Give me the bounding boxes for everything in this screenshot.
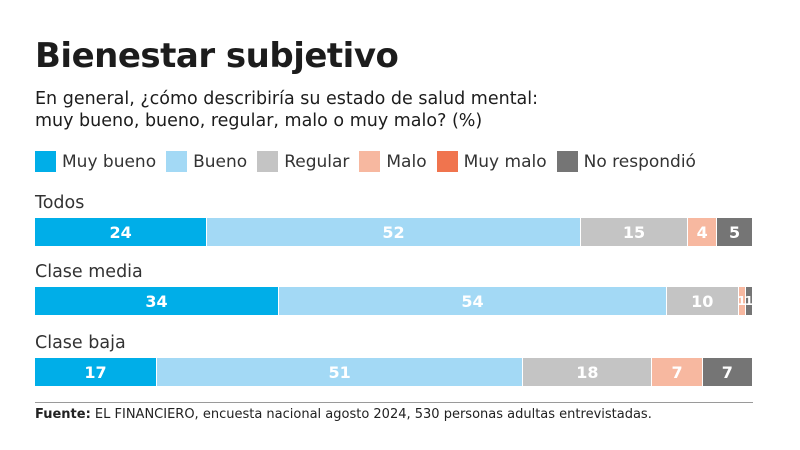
data-label: 1	[746, 294, 752, 308]
source-text: EL FINANCIERO, encuesta nacional agosto …	[90, 407, 652, 422]
subtitle-line-1: En general, ¿cómo describiría su estado …	[35, 89, 539, 109]
legend-label: Muy bueno	[62, 151, 157, 172]
subtitle-line-2: muy bueno, bueno, regular, malo o muy ma…	[35, 111, 483, 131]
chart-subtitle: En general, ¿cómo describiría su estado …	[35, 88, 775, 132]
bar-segment: 34	[35, 287, 280, 315]
stacked-bar: 34 54 10 11	[35, 287, 753, 315]
legend-item: Muy bueno	[35, 151, 156, 172]
bar-segment: 24	[35, 218, 208, 246]
legend-label: Regular	[284, 151, 350, 172]
data-label: 18	[576, 362, 599, 382]
legend-swatch	[257, 151, 279, 172]
legend-swatch	[166, 151, 188, 172]
bar-segment: 17	[35, 358, 158, 386]
legend-label: No respondió	[583, 151, 696, 172]
chart-title: Bienestar subjetivo	[35, 36, 399, 76]
legend-item: Bueno	[166, 151, 247, 172]
bar-segment: 54	[279, 287, 667, 315]
bar-segment: 1	[738, 287, 746, 315]
category-label: Clase media	[35, 262, 143, 282]
footer-divider	[35, 402, 753, 403]
data-label: 1	[739, 294, 745, 308]
data-label: 24	[109, 222, 132, 242]
category-label: Clase baja	[35, 333, 126, 353]
legend-label: Muy malo	[463, 151, 547, 172]
data-label: 7	[721, 362, 733, 382]
category-label: Todos	[35, 193, 85, 213]
data-label: 17	[84, 362, 107, 382]
legend-swatch	[436, 151, 458, 172]
legend-label: Malo	[386, 151, 427, 172]
bar-segment: 1	[745, 287, 753, 315]
bar-segment: 10	[666, 287, 739, 315]
bar-segment: 4	[688, 218, 718, 246]
data-label: 10	[691, 291, 714, 311]
legend-item: Regular	[257, 151, 349, 172]
legend-swatch	[556, 151, 578, 172]
bar-segment: 7	[652, 358, 703, 386]
data-label: 54	[461, 291, 484, 311]
legend-label: Bueno	[193, 151, 248, 172]
data-label: 4	[696, 222, 708, 242]
legend-swatch	[35, 151, 56, 172]
data-label: 5	[728, 222, 741, 242]
data-label: 15	[622, 222, 646, 242]
legend-swatch	[359, 151, 381, 172]
data-label: 34	[145, 291, 168, 311]
source-note: Fuente: EL FINANCIERO, encuesta nacional…	[35, 407, 652, 422]
bar-segment: 7	[702, 358, 753, 386]
bar-segment: 5	[717, 218, 753, 246]
stacked-bar: 24 52 15 4 5	[35, 218, 753, 246]
bar-segment: 15	[580, 218, 689, 246]
source-label: Fuente:	[35, 407, 91, 422]
stacked-bar: 17 51 18 7 7	[35, 358, 753, 386]
data-label: 51	[328, 362, 351, 382]
bar-segment: 18	[523, 358, 653, 386]
legend-item: Muy malo	[436, 151, 547, 172]
bar-segment: 52	[207, 218, 581, 246]
legend-item: No respondió	[556, 151, 696, 172]
legend-item: Malo	[359, 151, 427, 172]
legend: Muy bueno Bueno Regular Malo Muy malo No resp…	[35, 151, 706, 172]
data-label: 7	[671, 362, 683, 382]
data-label: 52	[382, 222, 405, 242]
bar-segment: 51	[157, 358, 524, 386]
